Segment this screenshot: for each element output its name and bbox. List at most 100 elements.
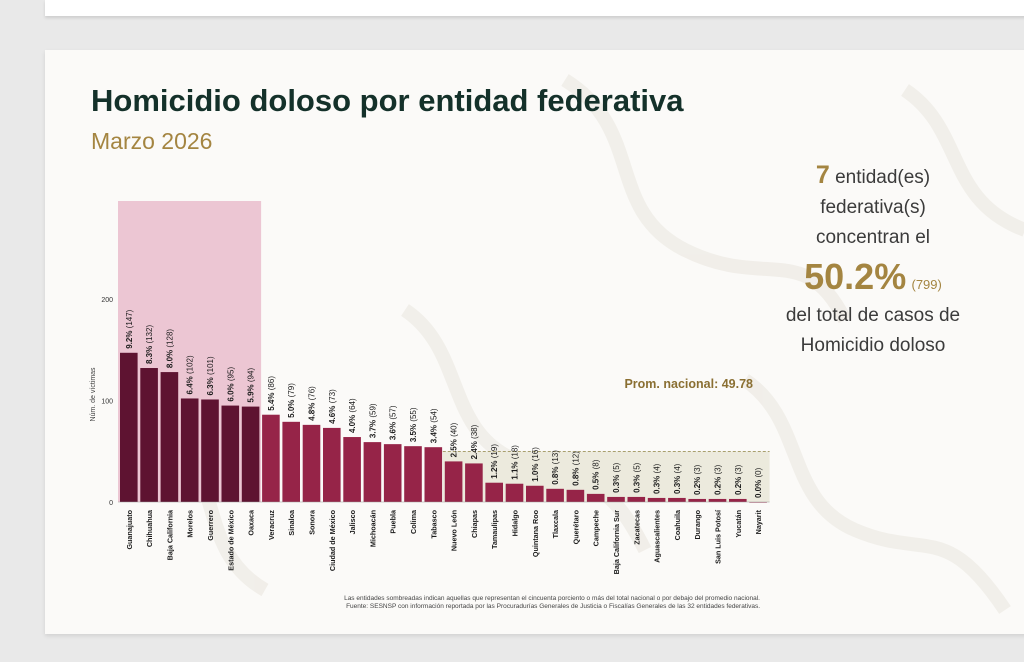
bar — [201, 399, 219, 502]
data-label-count: (76) — [308, 386, 317, 401]
data-label: 0.2% (3) — [734, 464, 743, 495]
x-tick-label: Veracruz — [267, 510, 276, 540]
data-label: 0.0% (0) — [754, 467, 763, 498]
data-label: 1.1% (18) — [511, 445, 520, 480]
x-tick-label: Ciudad de México — [328, 509, 337, 571]
data-label-percent: 0.2% — [693, 474, 702, 494]
bar — [140, 368, 158, 502]
data-label-count: (55) — [409, 407, 418, 422]
bar — [607, 496, 625, 502]
data-label-count: (94) — [247, 368, 256, 383]
x-tick-label: Quintana Roo — [531, 509, 540, 557]
x-tick-label: Guanajuato — [125, 509, 134, 549]
bar — [404, 446, 422, 502]
bar — [444, 461, 463, 502]
summary-line-3: del total de casos de — [785, 305, 961, 326]
data-label: 0.3% (4) — [653, 463, 662, 494]
data-label-count: (19) — [490, 444, 499, 459]
data-label: 8.0% (128) — [165, 329, 174, 368]
data-label-percent: 5.4% — [267, 390, 276, 410]
data-label-percent: 0.3% — [612, 472, 621, 492]
footnote-line-2: Fuente: SESNSP con información reportada… — [346, 603, 760, 610]
bar — [465, 463, 483, 502]
bar — [586, 493, 605, 502]
x-tick-label: Nayarit — [754, 509, 763, 534]
data-label: 0.3% (4) — [673, 463, 682, 494]
data-label: 5.4% (86) — [267, 376, 276, 411]
data-label-percent: 0.0% — [754, 478, 763, 498]
x-tick-label: Durango — [693, 509, 702, 539]
bar — [383, 444, 402, 502]
data-label-percent: 1.1% — [511, 459, 520, 479]
bar — [505, 483, 524, 502]
y-tick-label: 100 — [101, 399, 113, 406]
data-label: 6.3% (101) — [206, 356, 215, 395]
data-label-percent: 0.3% — [632, 472, 641, 492]
data-label: 0.5% (8) — [592, 459, 601, 490]
data-label: 6.4% (102) — [186, 355, 195, 394]
data-label-count: (18) — [511, 445, 520, 460]
data-label-count: (101) — [206, 356, 215, 375]
footnote: Las entidades sombreadas indican aquella… — [290, 595, 760, 611]
x-tick-label: Tamaulipas — [490, 510, 499, 549]
data-label: 0.3% (5) — [632, 462, 641, 493]
data-label-count: (57) — [389, 405, 398, 420]
x-tick-label: Baja California — [165, 509, 174, 560]
summary-percent-count: (799) — [911, 277, 942, 292]
data-label-count: (16) — [531, 447, 540, 462]
data-label-percent: 0.3% — [673, 473, 682, 493]
data-label-count: (102) — [186, 355, 195, 374]
x-tick-label: Nuevo León — [450, 510, 459, 551]
data-label: 9.2% (147) — [125, 309, 134, 348]
summary-count: 7 — [815, 161, 830, 189]
summary-line-1: 7 entidad(es) federativa(s) — [763, 160, 983, 223]
data-label-percent: 5.0% — [287, 397, 296, 417]
previous-card-edge — [45, 0, 1024, 16]
x-tick-label: Jalisco — [348, 509, 357, 534]
chart-subtitle: Marzo 2026 — [91, 128, 213, 154]
data-label-count: (128) — [165, 329, 174, 348]
data-label-percent: 0.2% — [734, 474, 743, 494]
summary-entities-text: entidad(es) federativa(s) — [820, 167, 931, 218]
x-tick-label: Sinaloa — [287, 509, 296, 536]
bar — [363, 442, 382, 502]
data-label-count: (147) — [125, 309, 134, 328]
data-label-percent: 9.2% — [125, 328, 134, 348]
bar — [729, 498, 747, 502]
bar — [323, 427, 341, 502]
bar — [241, 406, 260, 502]
data-label-count: (54) — [429, 408, 438, 423]
data-label-percent: 4.6% — [328, 403, 337, 423]
x-tick-label: Aguascalientes — [653, 510, 662, 563]
x-tick-label: San Luis Potosí — [714, 509, 723, 564]
bar — [221, 405, 240, 502]
bar-chart: Prom. nacional: 49.78 0 100 200 Núm. de víct… — [90, 201, 770, 574]
data-label-percent: 6.4% — [186, 374, 195, 394]
average-label: Prom. nacional: 49.78 — [624, 377, 753, 391]
x-tick-label: Coahuila — [673, 509, 682, 540]
data-label-percent: 4.8% — [308, 400, 317, 420]
footnote-line-1: Las entidades sombreadas indican aquella… — [344, 595, 760, 602]
data-label-percent: 8.0% — [165, 348, 174, 368]
data-label-percent: 4.0% — [348, 413, 357, 433]
bar — [302, 424, 321, 502]
bar — [424, 447, 443, 502]
data-label-count: (5) — [612, 462, 621, 472]
x-tick-label: Chihuahua — [145, 509, 154, 547]
data-label: 8.3% (132) — [145, 325, 154, 364]
data-label-count: (40) — [450, 422, 459, 437]
data-label: 6.0% (95) — [226, 367, 235, 402]
x-tick-label: Oaxaca — [247, 509, 256, 536]
x-tick-label: Yucatán — [734, 510, 743, 538]
x-tick-label: Zacatecas — [632, 510, 641, 545]
data-label-percent: 0.2% — [714, 474, 723, 494]
bar — [566, 489, 585, 502]
data-label-count: (5) — [632, 462, 641, 472]
data-label-count: (3) — [693, 464, 702, 474]
y-tick-label: 0 — [109, 500, 113, 507]
summary-panel: 7 entidad(es) federativa(s) concentran e… — [763, 160, 983, 361]
data-label-count: (4) — [653, 463, 662, 473]
bar — [282, 421, 300, 502]
chart-title: Homicidio doloso por entidad federativa — [91, 83, 684, 118]
data-label-percent: 0.8% — [571, 465, 580, 485]
